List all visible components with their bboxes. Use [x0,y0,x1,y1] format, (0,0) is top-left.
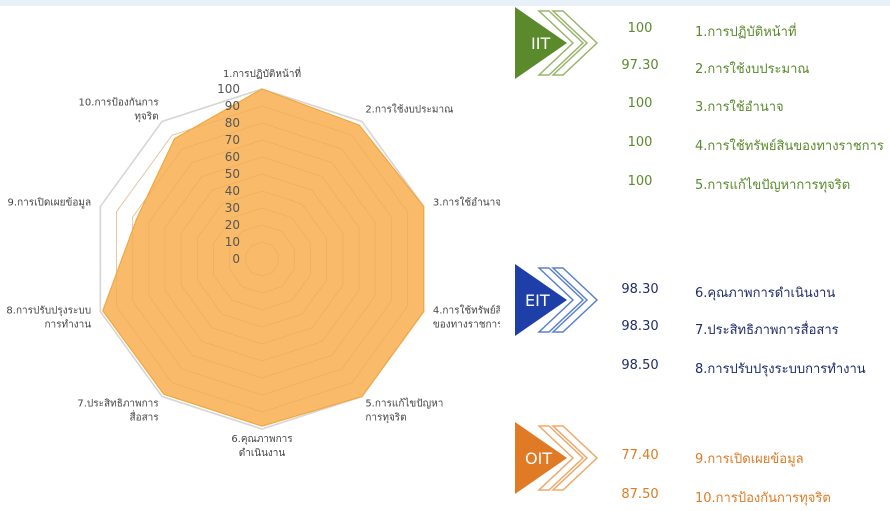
radar-tick-label: 40 [225,184,240,198]
iit-item-value: 100 [627,96,653,111]
radar-category-label: 3.การใช้อำนาจ [433,197,500,209]
oit-group: OIT 77.40 9.การเปิดเผยข้อมูล 87.50 10.กา… [505,420,890,510]
radar-tick-label: 10 [225,235,240,249]
radar-grid-ring [99,88,425,430]
eit-badge-label: EIT [525,291,550,310]
radar-inner-ring [148,139,376,379]
radar-category-label: 5.การแก้ไขปัญหาการทุจริต [365,397,443,423]
radar-category-label: 9.การเปิดเผยข้อมูล [8,197,92,209]
radar-category-label: 2.การใช้งบประมาณ [365,104,453,116]
eit-item-value: 98.30 [621,319,659,334]
eit-item-value: 98.50 [621,358,659,373]
iit-badge: IIT [515,7,599,79]
radar-area [102,88,425,427]
radar-category-label: 4.การใช้ทรัพย์สินของทางราชการ [433,304,500,330]
eit-item-7: 98.30 7.ประสิทธิภาพการสื่อสาร [505,319,890,343]
radar-ticks: 0 10 20 30 40 50 60 70 80 90 100 [217,82,240,266]
radar-category-label: 6.คุณภาพการดำเนินงาน [231,434,293,459]
radar-inner-ring [229,224,295,294]
iit-item-value: 100 [627,174,653,189]
iit-item-label: 1.การปฏิบัติหน้าที่ [695,25,797,40]
radar-inner-ring [196,190,328,328]
eit-group: EIT 98.30 6.คุณภาพการดำเนินงาน 98.30 7.ป… [505,262,890,382]
radar-category-label: 7.ประสิทธิภาพการสื่อสาร [77,398,159,423]
radar-tick-label: 70 [225,133,240,147]
iit-item-label: 4.การใช้ทรัพย์สินของทางราชการ [695,139,884,154]
iit-item-label: 2.การใช้งบประมาณ [695,62,810,77]
eit-item-6: 98.30 6.คุณภาพการดำเนินงาน [505,282,890,306]
radar-tick-label: 60 [225,150,240,164]
eit-item-label: 7.ประสิทธิภาพการสื่อสาร [695,323,839,338]
radar-chart: 0 10 20 30 40 50 60 70 80 90 100 1.การปฏิบัติหน้าท… [6,66,500,459]
eit-badge: EIT [515,264,599,336]
iit-item-label: 5.การแก้ไขปัญหาการทุจริต [695,178,851,193]
iit-item-3: 100 3.การใช้อำนาจ [505,96,890,120]
iit-item-5: 100 5.การแก้ไขปัญหาการทุจริต [505,174,890,198]
radar-tick-label: 30 [225,201,240,215]
oit-item-label: 9.การเปิดเผยข้อมูล [695,452,804,467]
radar-inner-ring [132,122,392,396]
eit-item-label: 6.คุณภาพการดำเนินงาน [695,286,836,301]
iit-item-label: 3.การใช้อำนาจ [695,100,784,115]
top-accent-bar [0,0,890,6]
radar-category-label: 1.การปฏิบัติหน้าที่ [223,66,301,80]
iit-badge-label: IIT [531,34,550,53]
radar-tick-label: 50 [225,167,240,181]
iit-group: IIT 100 1.การปฏิบัติหน้าที่ 97.30 2.การใ… [505,5,890,195]
radar-tick-label: 90 [225,99,240,113]
oit-item-label: 10.การป้องกันการทุจริต [695,491,831,506]
radar-tick-label: 100 [217,82,240,96]
oit-item-value: 87.50 [621,487,659,502]
radar-inner-ring [245,241,279,277]
iit-item-4: 100 4.การใช้ทรัพย์สินของทางราชการ [505,135,890,159]
eit-item-value: 98.30 [621,282,659,297]
radar-category-label: 8.การปรับปรุงระบบการทำงาน [6,305,91,330]
radar-category-label: 10.การป้องกันการทุจริต [79,97,160,123]
oit-badge: OIT [515,422,599,494]
oit-badge-label: OIT [525,449,552,468]
radar-inner-ring [180,173,344,345]
oit-item-value: 77.40 [621,448,659,463]
iit-item-2: 97.30 2.การใช้งบประมาณ [505,58,890,82]
radar-tick-label: 80 [225,116,240,130]
radar-inner-ring [164,156,360,362]
eit-item-label: 8.การปรับปรุงระบบการทำงาน [695,362,866,377]
eit-item-8: 98.50 8.การปรับปรุงระบบการทำงาน [505,358,890,382]
radar-inner-ring [116,105,408,413]
iit-item-value: 100 [627,21,653,36]
iit-item-1: 100 1.การปฏิบัติหน้าที่ [505,21,890,45]
iit-item-value: 97.30 [621,58,659,73]
radar-category-labels: 1.การปฏิบัติหน้าที่ 2.การใช้งบประมาณ 3.การ… [6,66,500,459]
oit-item-10: 87.50 10.การป้องกันการทุจริต [505,487,890,511]
radar-inner-ring [213,207,311,311]
iit-item-value: 100 [627,135,653,150]
radar-tick-label: 0 [232,252,240,266]
radar-series-area [102,88,425,427]
radar-tick-label: 20 [225,218,240,232]
oit-item-9: 77.40 9.การเปิดเผยข้อมูล [505,448,890,472]
